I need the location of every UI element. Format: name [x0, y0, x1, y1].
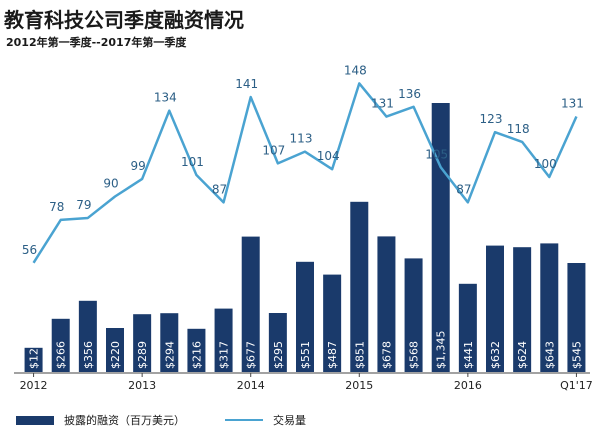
- bar-label-2016Q2: $632: [489, 341, 502, 369]
- line-label-2012Q4: 90: [103, 177, 118, 191]
- legend-item-deals: 交易量: [225, 412, 306, 428]
- line-label-2016Q3: 118: [507, 122, 530, 136]
- bar-2015Q3: [404, 258, 423, 372]
- bar-label-2013Q4: $317: [218, 341, 231, 369]
- bar-label-2017Q1: $545: [570, 341, 583, 369]
- bar-label-2014Q1: $677: [245, 341, 258, 369]
- legend: 披露的融资（百万美元） 交易量: [16, 409, 346, 431]
- bar-label-2012Q2: $266: [55, 341, 68, 369]
- line-label-2014Q4: 104: [317, 149, 340, 163]
- chart-subtitle: 2012年第一季度--2017年第一季度: [6, 36, 187, 49]
- bar-label-2016Q4: $643: [543, 341, 556, 369]
- bar-2015Q4: [431, 103, 450, 372]
- bar-2017Q1: [567, 263, 586, 372]
- bar-label-2015Q1: $851: [353, 341, 366, 369]
- x-tick-label-Q1'17: Q1'17: [560, 379, 593, 392]
- bar-label-2016Q1: $441: [462, 341, 475, 369]
- bar-2014Q3: [296, 261, 314, 372]
- bar-label-2014Q2: $295: [272, 341, 285, 369]
- bar-label-2014Q4: $487: [326, 341, 339, 369]
- x-tick-label-2012: 2012: [20, 379, 48, 392]
- line-label-2013Q4: 87: [212, 182, 227, 196]
- x-tick-label-2014: 2014: [237, 379, 265, 392]
- bar-2014Q2: [268, 313, 287, 372]
- line-label-2012Q1: 56: [22, 243, 37, 257]
- bar-2014Q4: [323, 274, 342, 372]
- bar-2016Q4: [540, 243, 559, 372]
- line-label-2015Q1: 148: [344, 63, 367, 77]
- bar-label-2012Q3: $356: [82, 341, 95, 369]
- line-deal-volume: [32, 82, 578, 264]
- legend-swatch-line: [225, 419, 263, 421]
- bar-2016Q1: [458, 283, 477, 372]
- bar-label-2016Q3: $624: [516, 341, 529, 369]
- bar-2015Q2: [377, 236, 396, 372]
- bar-2014Q1: [241, 236, 260, 372]
- line-label-2016Q1: 87: [456, 182, 471, 196]
- line-label-2014Q2: 107: [262, 143, 285, 157]
- line-label-2015Q3: 136: [398, 87, 421, 101]
- bar-2016Q3: [513, 247, 532, 372]
- line-label-2015Q4: 105: [425, 147, 448, 161]
- bar-label-2015Q2: $678: [380, 341, 393, 369]
- bar-2012Q2: [51, 318, 70, 372]
- bar-label-2015Q3: $568: [408, 341, 421, 369]
- bar-2015Q1: [350, 201, 369, 372]
- line-label-2015Q2: 131: [371, 97, 394, 111]
- line-label-2014Q3: 113: [290, 132, 313, 146]
- line-label-2016Q2: 123: [480, 112, 503, 126]
- bar-label-2015Q4: $1,345: [435, 331, 448, 370]
- chart-title: 教育科技公司季度融资情况: [4, 8, 244, 32]
- bar-label-2014Q3: $551: [299, 341, 312, 369]
- bar-2012Q1: [24, 347, 43, 372]
- bar-label-2013Q1: $289: [136, 341, 149, 369]
- legend-label-deals: 交易量: [273, 414, 306, 427]
- line-label-2016Q4: 100: [534, 157, 557, 171]
- bar-2013Q4: [214, 308, 233, 372]
- bar-label-2013Q3: $216: [190, 341, 203, 369]
- line-label-2013Q3: 101: [181, 155, 204, 169]
- bar-label-2012Q1: $121: [28, 341, 41, 369]
- x-tick-label-2016: 2016: [454, 379, 482, 392]
- bar-label-2012Q4: $220: [109, 341, 122, 369]
- legend-swatch-bar: [16, 415, 54, 425]
- bar-2013Q3: [187, 328, 206, 372]
- line-label-2012Q3: 79: [76, 198, 91, 212]
- legend-label-funding: 披露的融资（百万美元）: [64, 414, 185, 427]
- legend-item-funding: 披露的融资（百万美元）: [16, 412, 185, 428]
- line-label-2013Q2: 134: [154, 91, 177, 105]
- bar-2013Q1: [133, 314, 152, 372]
- bar-2012Q4: [106, 328, 124, 372]
- bar-2013Q2: [160, 313, 179, 372]
- line-label-2013Q1: 99: [131, 159, 146, 173]
- bar-2012Q3: [78, 300, 97, 372]
- line-label-2014Q1: 141: [235, 77, 258, 91]
- x-tick-label-2015: 2015: [345, 379, 373, 392]
- bar-label-2013Q2: $294: [163, 341, 176, 369]
- x-tick-label-2013: 2013: [128, 379, 156, 392]
- line-label-2017Q1: 131: [561, 97, 584, 111]
- bar-2016Q2: [486, 245, 504, 372]
- line-label-2012Q2: 78: [49, 200, 64, 214]
